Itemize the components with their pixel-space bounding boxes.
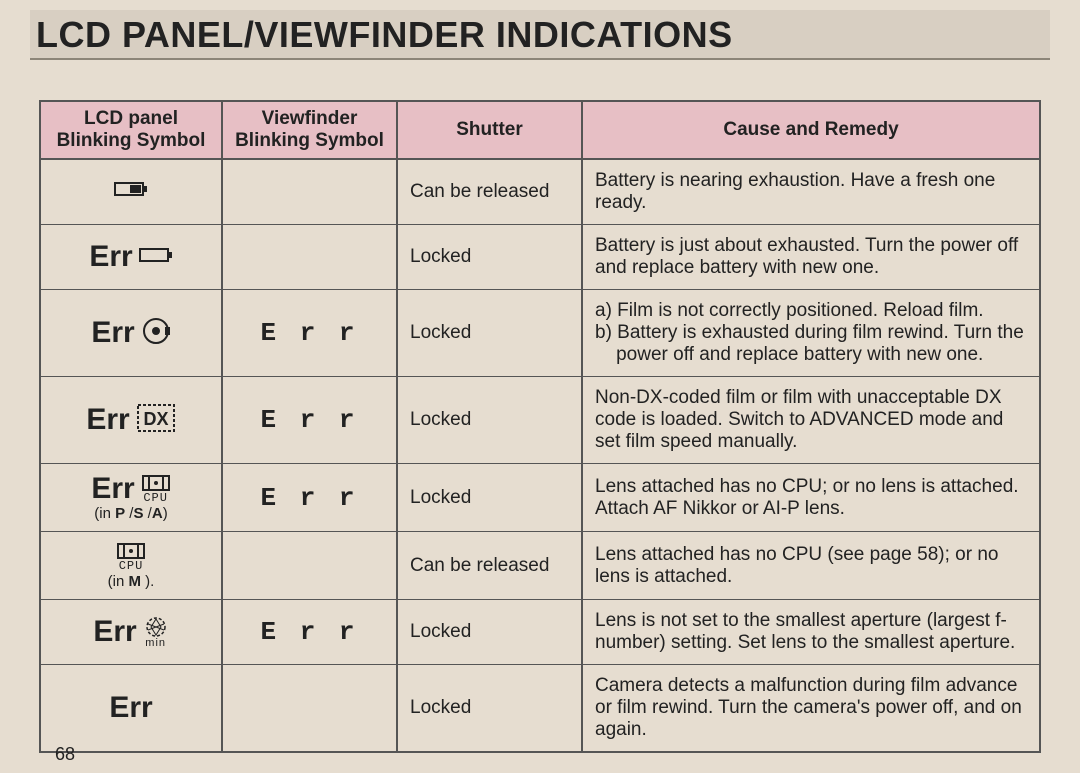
err-text: Err xyxy=(89,242,132,272)
battery-empty-icon xyxy=(139,246,173,264)
err-text: Err xyxy=(93,617,136,647)
table-row: Err CPU (in P /S /A) E r r LockedLens atta… xyxy=(40,464,1040,532)
table-body: Can be releasedBattery is nearing exhaus… xyxy=(40,159,1040,752)
err-vf-text: E r r xyxy=(260,617,358,647)
err-text: Err xyxy=(109,693,152,723)
cell-shutter: Locked xyxy=(397,600,582,665)
err-vf-text: E r r xyxy=(260,318,358,348)
table-row: Err LockedCamera detects a malfunction du… xyxy=(40,665,1040,753)
indications-table: LCD panel Blinking Symbol Viewfinder Bli… xyxy=(39,100,1041,753)
err-text: Err xyxy=(91,474,134,504)
err-vf-text: E r r xyxy=(260,405,358,435)
th-shutter: Shutter xyxy=(397,101,582,159)
cell-lcd: Err min xyxy=(40,600,222,665)
cell-shutter: Locked xyxy=(397,290,582,377)
cell-viewfinder xyxy=(222,665,397,753)
cell-cause: Camera detects a malfunction during film… xyxy=(582,665,1040,753)
page-number: 68 xyxy=(55,744,75,765)
cell-lcd: Err CPU (in P /S /A) xyxy=(40,464,222,532)
cell-shutter: Can be released xyxy=(397,532,582,600)
cell-shutter: Locked xyxy=(397,377,582,464)
cpu-lens-icon: CPU xyxy=(116,542,146,572)
err-text: Err xyxy=(91,318,134,348)
mode-note: (in P /S /A) xyxy=(94,506,167,521)
cell-shutter: Can be released xyxy=(397,159,582,225)
cell-lcd: Err DX xyxy=(40,377,222,464)
cell-cause: Non-DX-coded film or film with unaccepta… xyxy=(582,377,1040,464)
manual-page: LCD PANEL/VIEWFINDER INDICATIONS LCD pan… xyxy=(0,0,1080,773)
err-vf-text: E r r xyxy=(260,483,358,513)
page-title: LCD PANEL/VIEWFINDER INDICATIONS xyxy=(36,14,1044,56)
cell-viewfinder: E r r xyxy=(222,464,397,532)
table-row: CPU (in M ). Can be releasedLens attached… xyxy=(40,532,1040,600)
err-text: Err xyxy=(86,405,129,435)
cell-shutter: Locked xyxy=(397,225,582,290)
cell-cause: Lens attached has no CPU; or no lens is … xyxy=(582,464,1040,532)
cell-cause: Lens is not set to the smallest aperture… xyxy=(582,600,1040,665)
cpu-lens-icon: CPU xyxy=(141,474,171,504)
mode-note: (in M ). xyxy=(108,574,155,589)
th-viewfinder: Viewfinder Blinking Symbol xyxy=(222,101,397,159)
title-block: LCD PANEL/VIEWFINDER INDICATIONS xyxy=(30,10,1050,60)
cell-viewfinder xyxy=(222,159,397,225)
dx-box-icon: DX xyxy=(136,403,176,433)
table-row: Err min E r r LockedLens is not set to th… xyxy=(40,600,1040,665)
cell-cause: Battery is nearing exhaustion. Have a fr… xyxy=(582,159,1040,225)
cell-cause: a) Film is not correctly positioned. Rel… xyxy=(582,290,1040,377)
th-lcd: LCD panel Blinking Symbol xyxy=(40,101,222,159)
cell-viewfinder xyxy=(222,532,397,600)
film-cartridge-icon xyxy=(141,316,171,346)
table-row: Err LockedBattery is just about exhauste… xyxy=(40,225,1040,290)
cell-lcd: CPU (in M ). xyxy=(40,532,222,600)
cell-lcd: Err xyxy=(40,225,222,290)
cell-cause: Battery is just about exhausted. Turn th… xyxy=(582,225,1040,290)
svg-text:DX: DX xyxy=(143,409,168,429)
cell-viewfinder: E r r xyxy=(222,290,397,377)
battery-half-icon xyxy=(114,180,148,198)
cell-lcd: Err xyxy=(40,290,222,377)
aperture-min-icon: min xyxy=(143,616,169,649)
table-row: Can be releasedBattery is nearing exhaus… xyxy=(40,159,1040,225)
th-cause: Cause and Remedy xyxy=(582,101,1040,159)
cell-viewfinder: E r r xyxy=(222,377,397,464)
cell-shutter: Locked xyxy=(397,464,582,532)
cell-cause: Lens attached has no CPU (see page 58); … xyxy=(582,532,1040,600)
cell-shutter: Locked xyxy=(397,665,582,753)
cell-viewfinder: E r r xyxy=(222,600,397,665)
table-row: Err E r r Lockeda) Film is not correctly … xyxy=(40,290,1040,377)
cell-lcd: Err xyxy=(40,665,222,753)
table-header: LCD panel Blinking Symbol Viewfinder Bli… xyxy=(40,101,1040,159)
table-row: Err DX E r r LockedNon-DX-coded film or f… xyxy=(40,377,1040,464)
cell-viewfinder xyxy=(222,225,397,290)
cell-lcd xyxy=(40,159,222,225)
